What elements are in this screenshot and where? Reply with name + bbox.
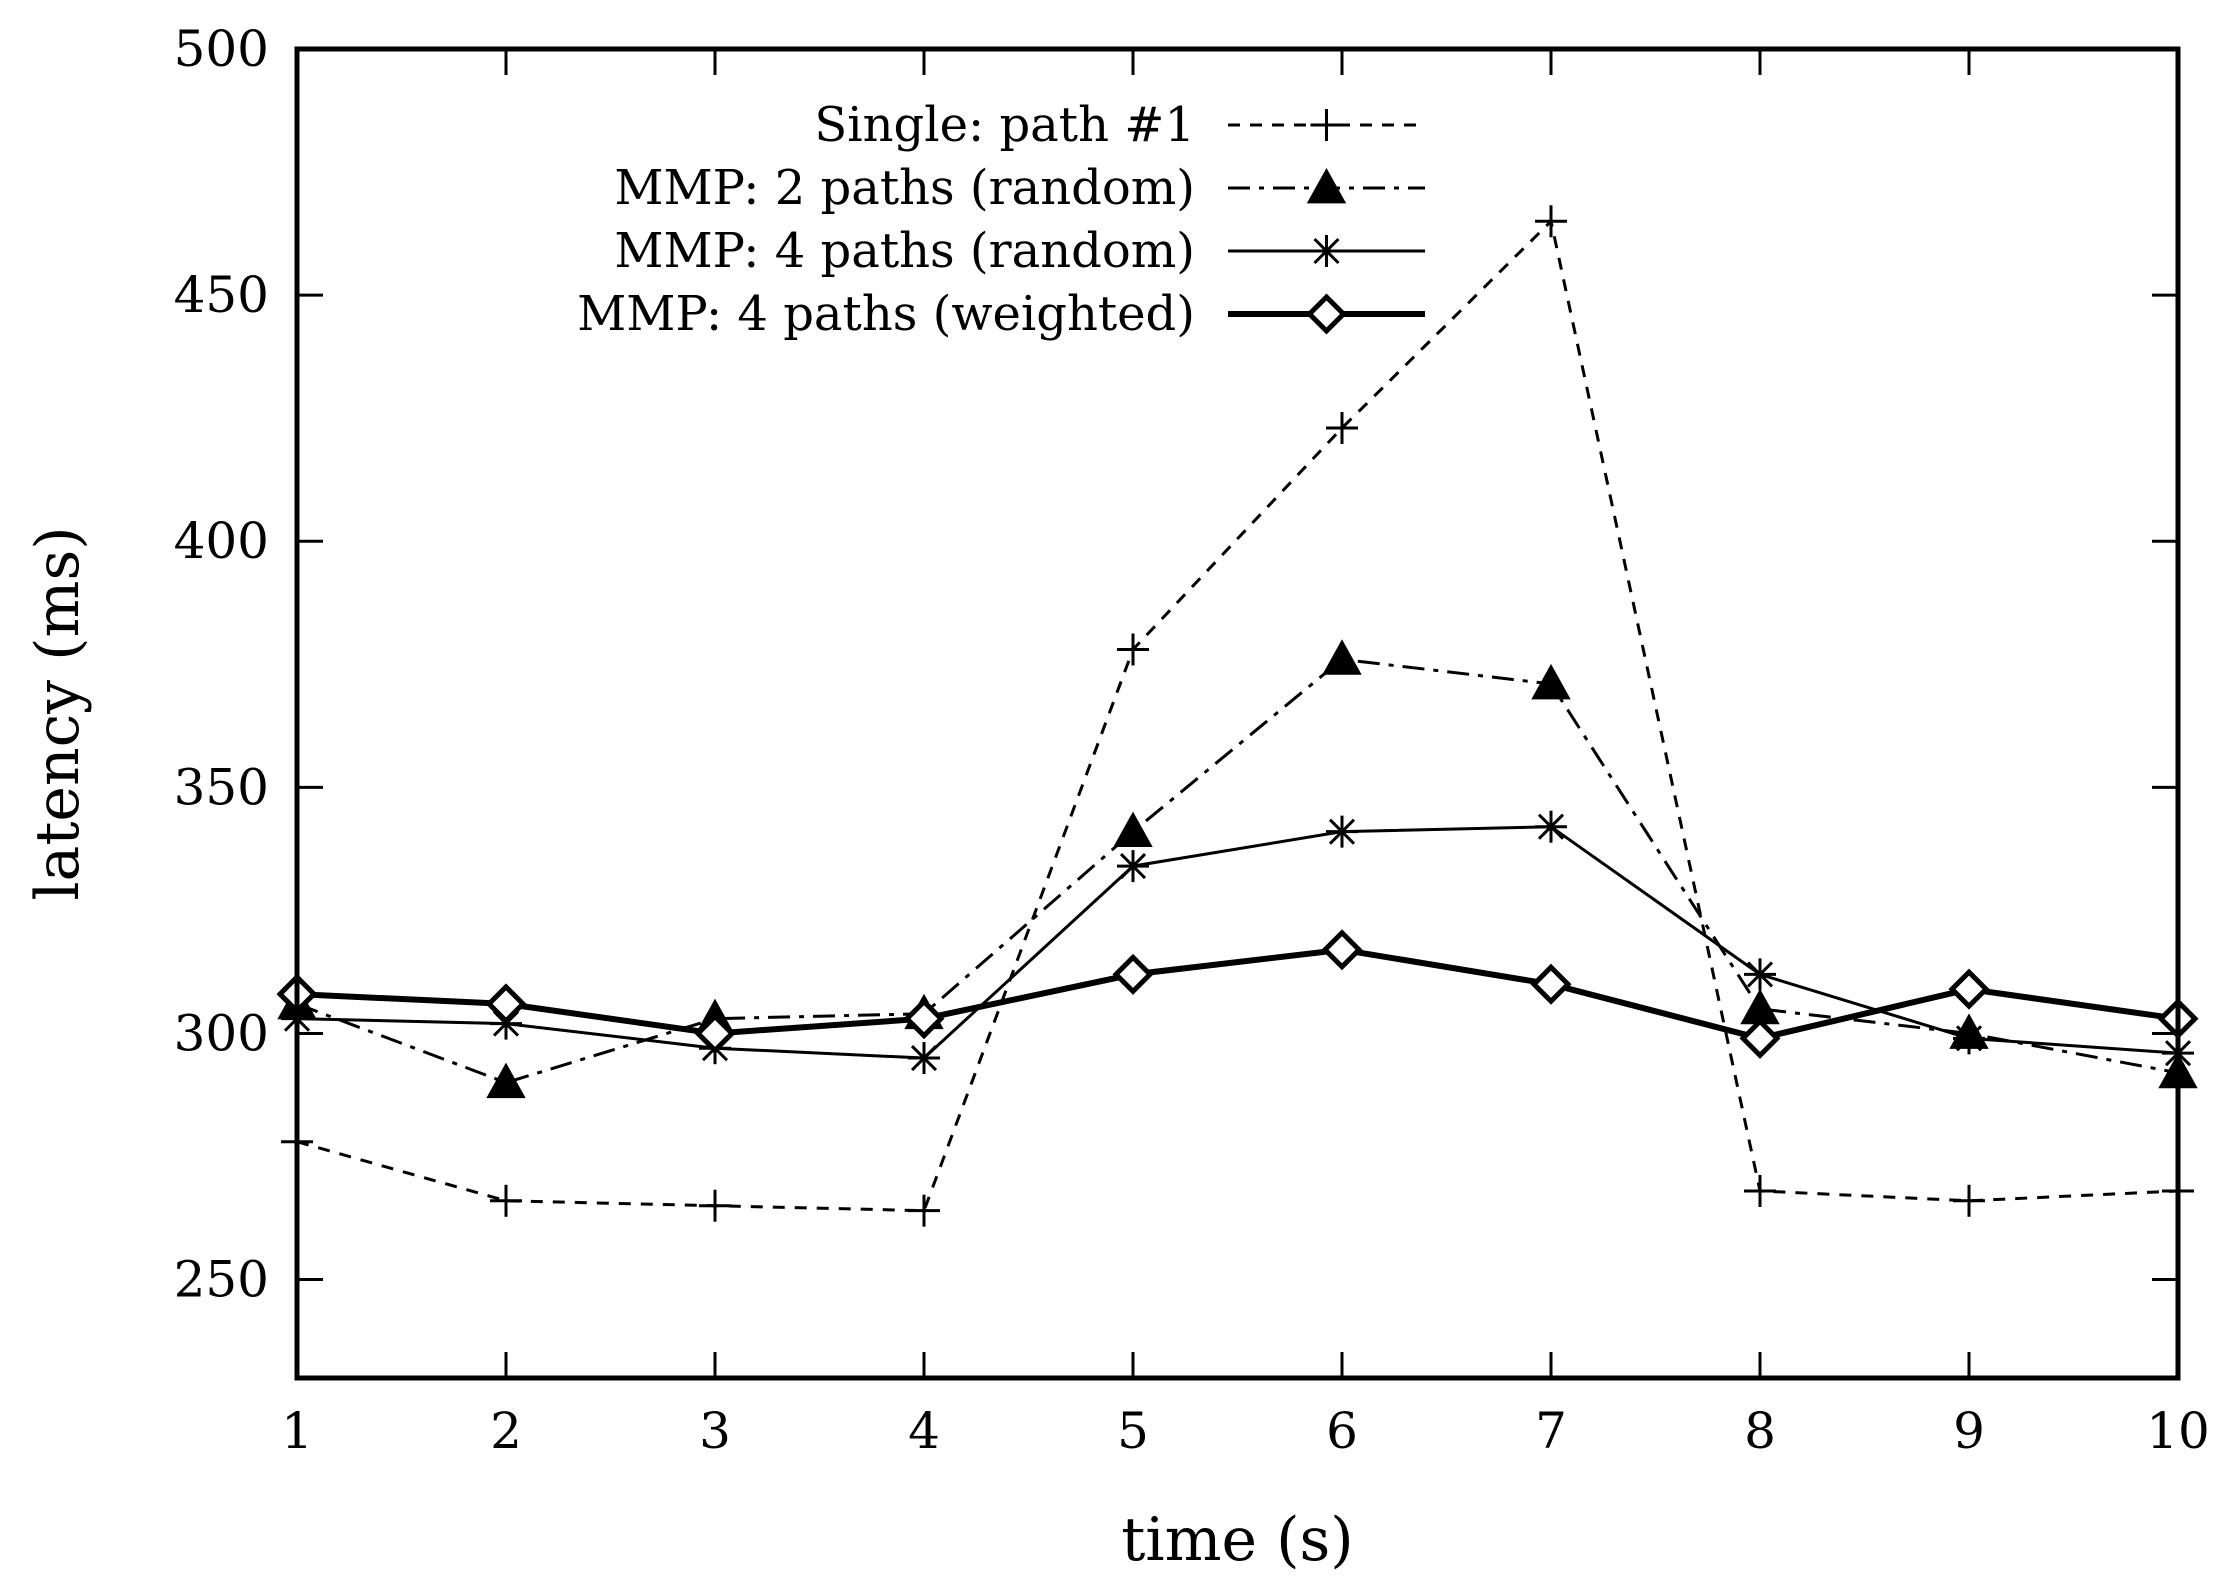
series-4 xyxy=(276,929,2199,1059)
asterisk-marker xyxy=(908,1042,940,1075)
diamond-marker xyxy=(1948,968,1990,1010)
y-axis-label: latency (ms) xyxy=(23,526,93,900)
legend-label: Single: path #1 xyxy=(814,97,1195,153)
triangle-marker xyxy=(1306,167,1347,204)
y-tick-label: 250 xyxy=(174,1251,269,1309)
x-tick-label: 7 xyxy=(1535,1402,1567,1460)
y-tick-label: 300 xyxy=(174,1004,269,1062)
plus-marker xyxy=(490,1184,522,1217)
triangle-marker xyxy=(1113,811,1153,848)
x-tick-label: 3 xyxy=(699,1402,731,1460)
plus-marker xyxy=(1326,412,1358,445)
plus-marker xyxy=(1953,1184,1985,1217)
x-tick-label: 6 xyxy=(1326,1402,1358,1460)
x-tick-label: 2 xyxy=(490,1402,522,1460)
legend: Single: path #1 MMP: 2 paths (random) MMP:… xyxy=(577,97,1425,342)
asterisk-marker xyxy=(1326,815,1358,848)
legend-entry: MMP: 4 paths (random) xyxy=(614,223,1425,279)
x-tick-label: 9 xyxy=(1953,1402,1985,1460)
triangle-marker xyxy=(1322,639,1362,675)
y-tick-label: 500 xyxy=(174,20,269,78)
asterisk-marker xyxy=(1744,958,1776,991)
x-tick-label: 5 xyxy=(1117,1402,1149,1460)
diamond-marker xyxy=(1305,293,1348,335)
plus-marker xyxy=(1744,1174,1776,1207)
asterisk-marker xyxy=(1310,235,1343,267)
series-line xyxy=(296,825,2179,1060)
axis-ticks: 250 300 350 400 450 500 1 2 3 4 5 6 7 8 9 10 xyxy=(174,20,2210,1460)
series-2 xyxy=(277,639,2198,1099)
diamond-marker xyxy=(1112,953,1154,995)
plot-frame xyxy=(294,46,2181,1381)
legend-label: MMP: 4 paths (weighted) xyxy=(577,286,1195,342)
legend-entry: MMP: 4 paths (weighted) xyxy=(577,286,1425,342)
legend-entry: MMP: 2 paths (random) xyxy=(614,160,1425,216)
legend-entry: Single: path #1 xyxy=(814,97,1425,153)
asterisk-marker xyxy=(1117,850,1149,883)
series-line xyxy=(296,218,2179,1213)
plus-marker xyxy=(1310,109,1343,141)
x-tick-label: 10 xyxy=(2146,1402,2210,1460)
triangle-marker xyxy=(1531,663,1571,700)
x-tick-label: 1 xyxy=(281,1402,313,1460)
y-tick-label: 350 xyxy=(174,758,269,816)
diamond-marker xyxy=(1530,963,1572,1005)
legend-label: MMP: 4 paths (random) xyxy=(614,223,1195,279)
plus-marker xyxy=(1117,633,1149,666)
triangle-marker xyxy=(486,1062,526,1099)
diamond-marker xyxy=(485,983,527,1025)
x-tick-label: 4 xyxy=(908,1402,940,1460)
diamond-marker xyxy=(1739,1017,1781,1059)
y-tick-label: 450 xyxy=(174,266,269,324)
series-layer xyxy=(276,205,2199,1227)
plus-marker xyxy=(699,1189,731,1222)
diamond-marker xyxy=(1321,929,1363,971)
x-tick-label: 8 xyxy=(1744,1402,1776,1460)
plus-marker xyxy=(1535,205,1567,238)
diamond-marker xyxy=(694,1012,736,1054)
diamond-marker xyxy=(903,998,945,1040)
series-1 xyxy=(281,205,2194,1227)
series-line xyxy=(296,946,2179,1042)
y-tick-label: 400 xyxy=(174,512,269,570)
x-axis-label: time (s) xyxy=(1121,1505,1353,1575)
asterisk-marker xyxy=(1535,810,1567,843)
series-3 xyxy=(281,810,2194,1075)
plus-marker xyxy=(908,1194,940,1227)
asterisk-marker xyxy=(1953,1022,1985,1055)
legend-label: MMP: 2 paths (random) xyxy=(614,160,1195,216)
series-line xyxy=(296,657,2179,1085)
